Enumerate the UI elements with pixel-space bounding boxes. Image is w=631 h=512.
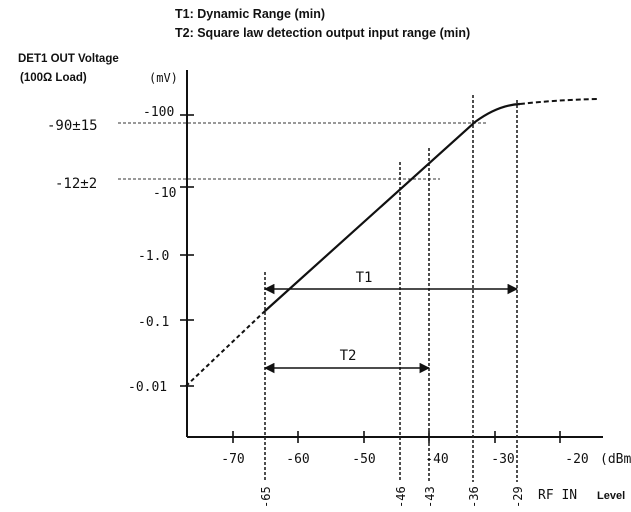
y-tick-label: -0.1 (138, 315, 169, 330)
marker-label-36: -36 (467, 486, 481, 508)
x-axis-label-suffix: Level (597, 490, 625, 502)
marker-label-46: -46 (394, 486, 408, 508)
y-tick-label: -1.0 (138, 249, 169, 264)
curve-dashed-high (519, 98, 598, 105)
t1-description: T1: Dynamic Range (min) (175, 7, 326, 21)
x-axis-label: RF IN (538, 488, 577, 503)
x-tick-label: -40 (425, 452, 448, 467)
curve-solid (264, 102, 521, 312)
x-tick-label: -50 (352, 452, 375, 467)
x-tick-label: -30 (491, 452, 514, 467)
x-tick-label: -60 (286, 452, 309, 467)
y-axis-title: DET1 OUT Voltage (18, 53, 119, 65)
t1-label: T1 (356, 270, 373, 286)
x-unit-label: (dBm) (600, 452, 631, 467)
marker-label-29: -29 (511, 486, 525, 508)
y-axis-title-load: (100Ω Load) (20, 72, 87, 84)
marker-label-65: -65 (259, 486, 273, 508)
curve-dashed-low (185, 310, 266, 387)
marker-label-43: -43 (423, 486, 437, 508)
y-tick-label: -100 (143, 105, 174, 120)
t2-label: T2 (340, 348, 357, 364)
reference-label-90: -90±15 (47, 118, 98, 134)
x-tick-label: -20 (565, 452, 588, 467)
y-tick-label: -10 (153, 186, 176, 201)
reference-label-12: -12±2 (55, 176, 97, 192)
t2-description: T2: Square law detection output input ra… (175, 26, 471, 40)
y-unit-label: (mV) (149, 71, 178, 85)
x-tick-label: -70 (221, 452, 244, 467)
y-tick-label: -0.01 (128, 380, 167, 395)
